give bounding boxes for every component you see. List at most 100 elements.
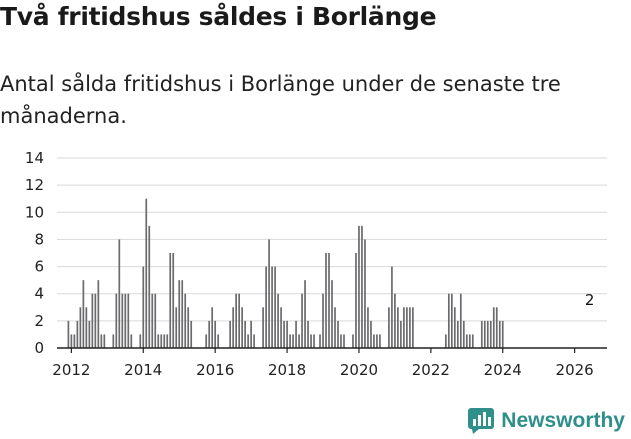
bar-32[interactable] [163, 334, 166, 348]
bar-138[interactable] [480, 320, 483, 348]
bar-71[interactable] [280, 307, 282, 348]
bar-49[interactable] [214, 320, 217, 348]
bar-101[interactable] [370, 320, 372, 348]
bar-110[interactable] [397, 307, 399, 348]
bar-30[interactable] [157, 334, 160, 348]
bar-128[interactable] [450, 293, 453, 348]
bar-80[interactable] [307, 320, 309, 348]
bar-31[interactable] [160, 334, 163, 348]
bar-77[interactable] [298, 334, 300, 348]
bar-1[interactable] [70, 334, 73, 348]
bar-28[interactable] [151, 293, 154, 348]
bar-46[interactable] [205, 334, 208, 348]
bar-132[interactable] [462, 320, 465, 348]
bar-127[interactable] [447, 293, 450, 348]
bar-11[interactable] [100, 334, 103, 348]
bar-56[interactable] [235, 293, 237, 348]
bar-39[interactable] [184, 293, 187, 348]
bar-29[interactable] [154, 293, 157, 348]
bar-0[interactable] [67, 320, 70, 348]
bar-36[interactable] [175, 307, 178, 348]
bar-140[interactable] [486, 320, 489, 348]
bar-99[interactable] [364, 239, 366, 348]
bar-6[interactable] [85, 307, 88, 348]
bar-24[interactable] [139, 334, 142, 348]
bar-79[interactable] [304, 280, 306, 348]
bar-73[interactable] [286, 320, 288, 348]
bar-8[interactable] [91, 293, 94, 348]
bar-3[interactable] [76, 320, 79, 348]
bar-144[interactable] [498, 320, 501, 348]
bar-5[interactable] [82, 280, 85, 348]
bar-78[interactable] [301, 293, 303, 348]
bar-103[interactable] [376, 334, 378, 348]
bar-41[interactable] [190, 320, 193, 348]
bar-57[interactable] [238, 293, 240, 348]
bar-7[interactable] [88, 320, 91, 348]
bar-69[interactable] [274, 266, 276, 348]
bar-4[interactable] [79, 307, 82, 348]
bar-50[interactable] [217, 334, 220, 348]
bar-84[interactable] [319, 334, 321, 348]
bar-81[interactable] [310, 334, 312, 348]
bar-37[interactable] [178, 280, 181, 348]
bar-61[interactable] [250, 320, 252, 348]
bar-48[interactable] [211, 307, 214, 348]
bar-59[interactable] [244, 320, 246, 348]
bar-33[interactable] [166, 334, 169, 348]
bar-35[interactable] [172, 253, 175, 348]
bar-89[interactable] [334, 307, 336, 348]
bar-109[interactable] [394, 293, 396, 348]
bar-145[interactable] [501, 320, 504, 348]
bar-95[interactable] [352, 334, 354, 348]
bar-96[interactable] [355, 253, 357, 348]
bar-12[interactable] [103, 334, 106, 348]
bar-38[interactable] [181, 280, 184, 348]
bar-34[interactable] [169, 253, 172, 348]
bar-18[interactable] [121, 293, 124, 348]
bar-90[interactable] [337, 320, 339, 348]
bar-20[interactable] [127, 293, 130, 348]
bar-55[interactable] [232, 307, 234, 348]
bar-82[interactable] [313, 334, 315, 348]
bar-143[interactable] [495, 307, 498, 348]
bar-100[interactable] [367, 307, 369, 348]
bar-102[interactable] [373, 334, 375, 348]
bar-114[interactable] [409, 307, 411, 348]
bar-26[interactable] [145, 198, 148, 348]
bar-67[interactable] [268, 239, 270, 348]
bar-62[interactable] [253, 334, 255, 348]
bar-72[interactable] [283, 320, 285, 348]
bar-19[interactable] [124, 293, 127, 348]
bar-65[interactable] [262, 307, 264, 348]
bar-27[interactable] [148, 225, 151, 348]
bar-25[interactable] [142, 266, 145, 348]
bar-131[interactable] [459, 293, 462, 348]
bar-134[interactable] [468, 334, 471, 348]
bar-47[interactable] [208, 320, 211, 348]
bar-66[interactable] [265, 266, 267, 348]
bar-139[interactable] [483, 320, 486, 348]
bar-141[interactable] [489, 320, 492, 348]
bar-113[interactable] [406, 307, 408, 348]
bar-104[interactable] [379, 334, 381, 348]
bar-112[interactable] [403, 307, 405, 348]
bar-16[interactable] [115, 293, 118, 348]
bar-97[interactable] [358, 225, 360, 348]
bar-133[interactable] [465, 334, 468, 348]
bar-91[interactable] [340, 334, 342, 348]
bar-10[interactable] [97, 280, 100, 348]
bar-107[interactable] [388, 307, 390, 348]
bar-76[interactable] [295, 320, 297, 348]
bar-58[interactable] [241, 307, 243, 348]
bar-130[interactable] [456, 320, 459, 348]
bar-126[interactable] [444, 334, 447, 348]
bar-17[interactable] [118, 239, 121, 348]
bar-60[interactable] [247, 334, 249, 348]
bar-40[interactable] [187, 307, 190, 348]
bar-92[interactable] [343, 334, 345, 348]
bar-115[interactable] [412, 307, 414, 348]
bar-85[interactable] [322, 293, 324, 348]
bar-86[interactable] [325, 253, 327, 348]
bar-2[interactable] [73, 334, 76, 348]
